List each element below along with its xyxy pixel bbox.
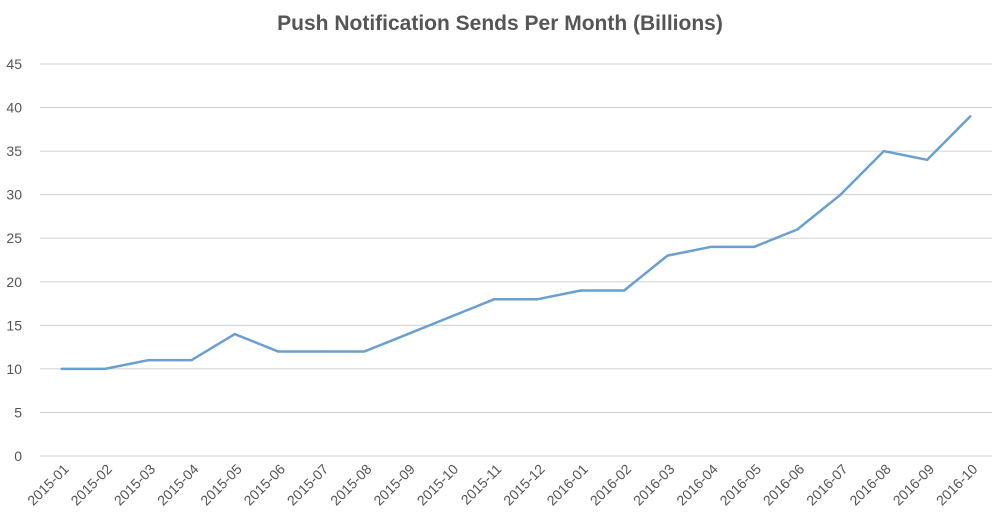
series-line-0 — [61, 115, 972, 371]
data-point — [449, 315, 453, 318]
chart-title: Push Notification Sends Per Month (Billi… — [277, 12, 723, 35]
y-tick-label: 30 — [6, 187, 22, 203]
y-tick-label: 40 — [6, 100, 22, 116]
data-point — [406, 332, 410, 336]
data-point — [103, 367, 107, 371]
data-point — [320, 350, 323, 353]
x-tick-label: 2016-10 — [933, 461, 981, 509]
x-tick-label: 2015-08 — [327, 461, 375, 509]
x-tick-label: 2015-06 — [240, 461, 288, 509]
x-tick-label: 2015-09 — [370, 461, 418, 509]
y-tick-label: 15 — [6, 317, 22, 333]
x-tick-label: 2015-12 — [500, 461, 548, 509]
x-axis-ticks: 2015-012015-022015-032015-042015-052015-… — [24, 461, 981, 509]
x-tick-label: 2016-06 — [760, 461, 808, 509]
x-tick-label: 2015-11 — [458, 461, 505, 508]
x-tick-label: 2015-07 — [284, 461, 332, 509]
x-tick-label: 2016-02 — [587, 461, 635, 509]
x-tick-label: 2016-09 — [890, 461, 938, 509]
x-tick-label: 2016-04 — [673, 461, 721, 509]
x-tick-label: 2015-04 — [154, 461, 202, 509]
data-point — [190, 358, 193, 362]
series-layer — [60, 115, 972, 371]
x-tick-label: 2016-07 — [803, 461, 851, 509]
x-tick-label: 2016-08 — [846, 461, 894, 509]
data-point — [752, 245, 756, 249]
x-tick-label: 2015-05 — [197, 461, 245, 509]
x-tick-label: 2016-03 — [630, 461, 678, 509]
x-tick-label: 2016-05 — [716, 461, 764, 509]
gridlines — [40, 63, 992, 457]
data-point — [709, 245, 712, 249]
data-point — [60, 367, 63, 371]
y-tick-label: 10 — [6, 361, 22, 377]
y-axis-ticks: 0 5 10 15 20 25 30 35 40 45 — [6, 56, 22, 464]
data-point — [796, 228, 799, 231]
data-point — [882, 149, 886, 153]
data-point — [925, 158, 929, 162]
data-point — [839, 193, 842, 196]
y-tick-label: 45 — [6, 56, 22, 72]
y-tick-label: 5 — [14, 404, 22, 420]
data-point — [493, 298, 496, 301]
data-point — [969, 115, 972, 118]
y-tick-label: 25 — [6, 230, 22, 246]
data-point — [579, 289, 583, 292]
x-tick-label: 2015-10 — [414, 461, 462, 509]
y-tick-label: 0 — [14, 448, 22, 464]
x-tick-label: 2016-01 — [543, 461, 591, 509]
data-point — [276, 350, 280, 353]
x-tick-label: 2015-03 — [111, 461, 159, 509]
data-point — [536, 298, 539, 301]
y-tick-label: 35 — [6, 143, 22, 159]
data-point — [233, 332, 236, 336]
data-point — [666, 254, 669, 257]
y-tick-label: 20 — [6, 274, 22, 290]
data-point — [622, 289, 626, 292]
data-point — [146, 358, 150, 362]
x-tick-label: 2015-02 — [67, 461, 115, 509]
data-point — [363, 350, 366, 353]
x-tick-label: 2015-01 — [24, 461, 72, 509]
